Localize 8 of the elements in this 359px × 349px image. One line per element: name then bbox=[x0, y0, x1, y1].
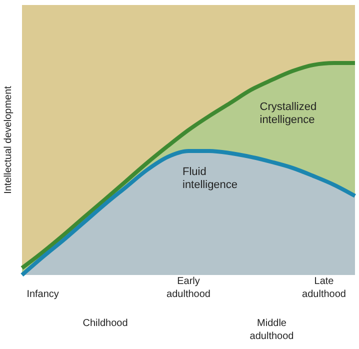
x-tick-label: Middle adulthood bbox=[250, 318, 294, 342]
series-label: Fluid intelligence bbox=[182, 166, 238, 191]
x-tick-label: Late adulthood bbox=[302, 276, 346, 300]
x-tick-label: Infancy bbox=[26, 289, 59, 300]
y-axis-title: Intellectual development bbox=[3, 86, 14, 194]
x-tick-label: Early adulthood bbox=[166, 276, 210, 300]
x-tick-label: Childhood bbox=[82, 318, 128, 329]
series-label: Crystallized intelligence bbox=[260, 100, 317, 126]
